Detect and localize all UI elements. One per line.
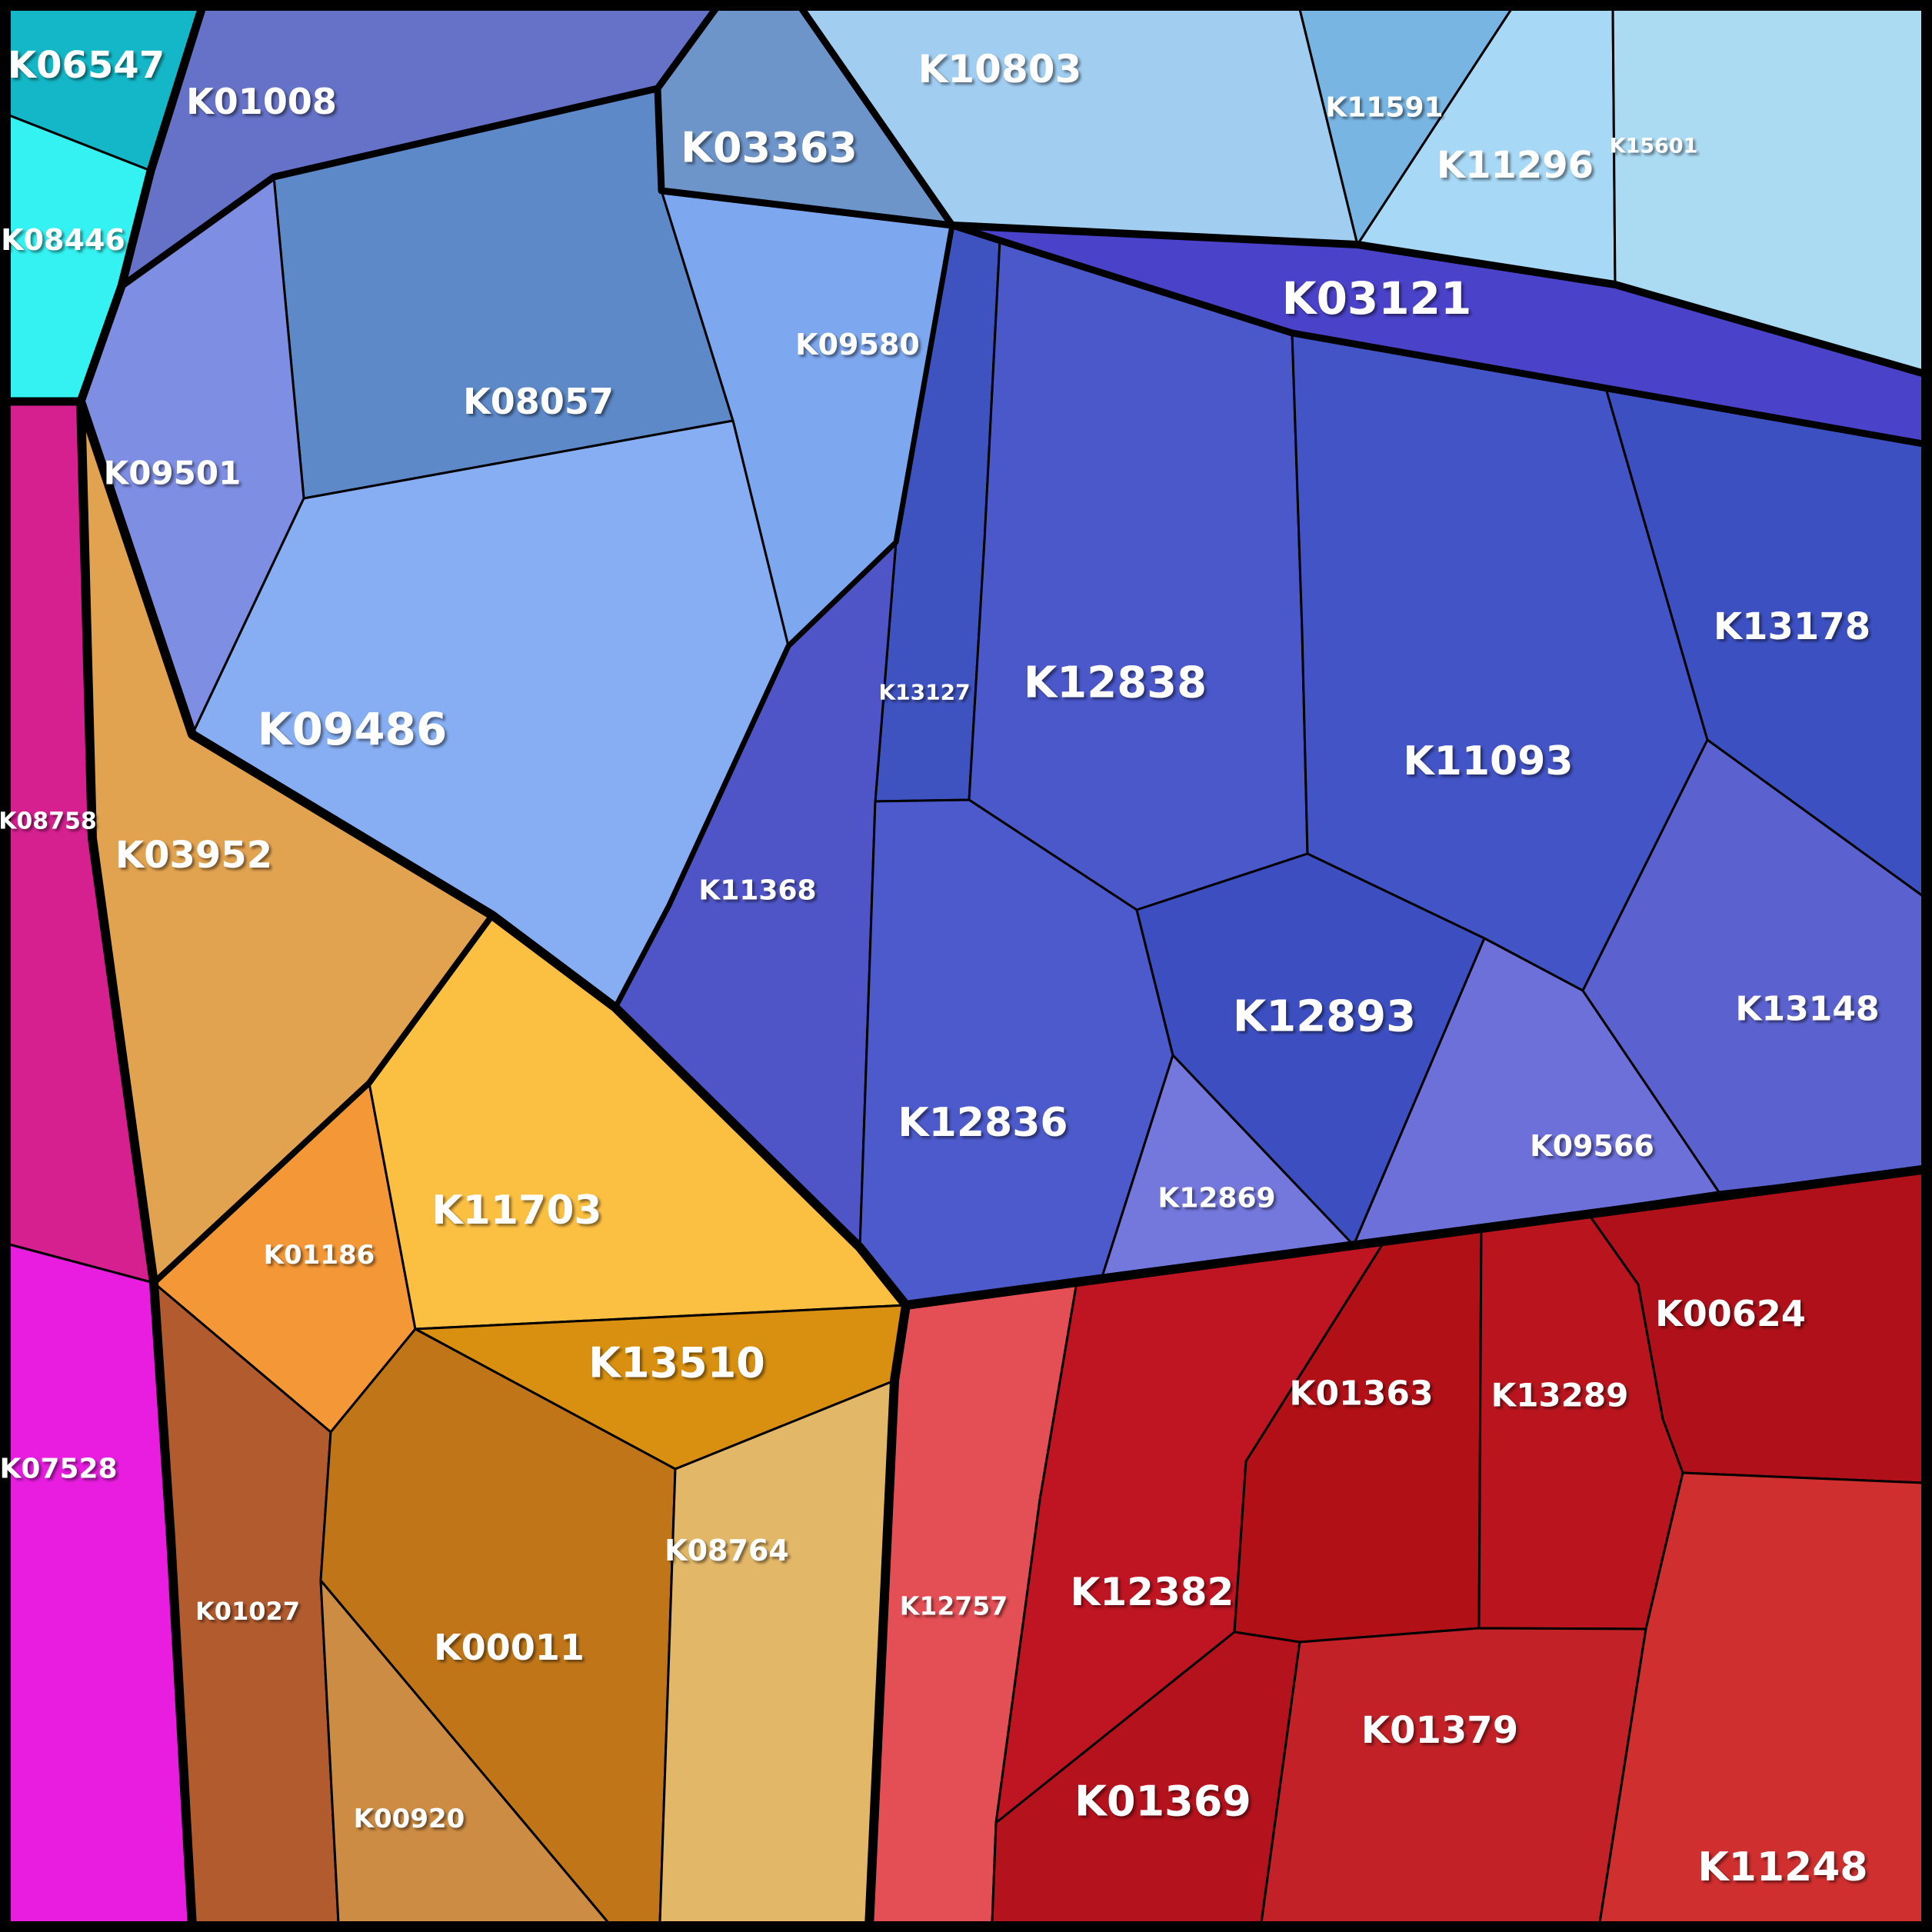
label-K00011: K00011 bbox=[434, 1627, 585, 1668]
group-boundary-8 bbox=[118, 5, 719, 290]
label-K12869: K12869 bbox=[1158, 1183, 1275, 1214]
label-K03363: K03363 bbox=[681, 124, 858, 172]
label-K12836: K12836 bbox=[898, 1100, 1068, 1146]
label-K00624: K00624 bbox=[1655, 1293, 1806, 1334]
label-K01027: K01027 bbox=[195, 1597, 300, 1626]
group-boundary-4 bbox=[901, 1164, 1932, 1310]
label-K12838: K12838 bbox=[1024, 658, 1207, 708]
group-boundary-10 bbox=[798, 5, 956, 229]
label-K15601: K15601 bbox=[1610, 135, 1698, 158]
label-K01186: K01186 bbox=[264, 1240, 375, 1271]
label-K01008: K01008 bbox=[186, 81, 337, 122]
label-K00920: K00920 bbox=[354, 1804, 465, 1834]
label-K11591: K11591 bbox=[1325, 92, 1443, 124]
group-boundary-11 bbox=[612, 222, 955, 1011]
label-K01379: K01379 bbox=[1361, 1709, 1518, 1752]
label-K08446: K08446 bbox=[1, 223, 125, 257]
label-K13289: K13289 bbox=[1491, 1377, 1629, 1414]
group-boundary-9 bbox=[654, 85, 956, 229]
group-boundary-6 bbox=[948, 222, 1931, 378]
label-K06547: K06547 bbox=[8, 44, 165, 87]
label-K10803: K10803 bbox=[918, 47, 1082, 92]
label-K03952: K03952 bbox=[115, 834, 272, 877]
label-K03121: K03121 bbox=[1282, 272, 1472, 325]
cell-K01379 bbox=[1260, 1627, 1647, 1924]
label-K08758: K08758 bbox=[0, 808, 97, 835]
label-K09566: K09566 bbox=[1530, 1129, 1654, 1163]
label-K13510: K13510 bbox=[588, 1339, 765, 1387]
label-K13127: K13127 bbox=[878, 680, 970, 705]
label-K01363: K01363 bbox=[1289, 1374, 1433, 1414]
label-K09501: K09501 bbox=[104, 455, 242, 492]
group-boundary-7 bbox=[948, 222, 1931, 448]
label-K07528: K07528 bbox=[0, 1454, 118, 1485]
label-K12382: K12382 bbox=[1071, 1570, 1234, 1614]
cell-K12838 bbox=[968, 239, 1309, 911]
label-K11296: K11296 bbox=[1437, 144, 1594, 187]
label-K12893: K12893 bbox=[1233, 992, 1416, 1042]
label-K11703: K11703 bbox=[431, 1188, 601, 1234]
group-boundary-5 bbox=[864, 1301, 911, 1932]
label-K01369: K01369 bbox=[1074, 1777, 1251, 1826]
cell-K08764 bbox=[658, 1379, 896, 1924]
group-boundary-12 bbox=[151, 912, 495, 1286]
group-boundary-3 bbox=[76, 397, 911, 1310]
label-K13178: K13178 bbox=[1714, 605, 1870, 648]
label-K11248: K11248 bbox=[1697, 1844, 1867, 1890]
label-K08057: K08057 bbox=[463, 381, 614, 422]
label-K11368: K11368 bbox=[698, 875, 816, 907]
label-K09486: K09486 bbox=[258, 703, 448, 755]
label-K09580: K09580 bbox=[795, 328, 920, 361]
label-K13148: K13148 bbox=[1735, 990, 1879, 1029]
group-boundary-0 bbox=[76, 5, 206, 406]
label-K12757: K12757 bbox=[900, 1591, 1008, 1621]
label-K08764: K08764 bbox=[665, 1534, 789, 1567]
label-K11093: K11093 bbox=[1403, 738, 1573, 784]
